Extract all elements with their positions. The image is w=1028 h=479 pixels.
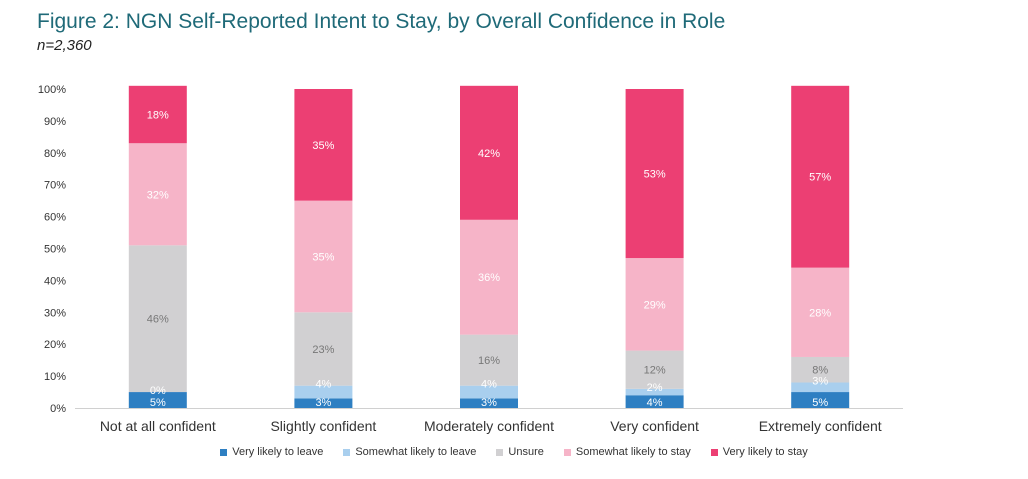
legend-swatch <box>220 448 228 456</box>
bar-segment <box>791 392 850 408</box>
legend-item: Somewhat likely to stay <box>563 446 691 458</box>
data-label: 3% <box>481 397 497 409</box>
legend-label: Somewhat likely to leave <box>355 446 477 458</box>
bar-segment <box>460 219 518 335</box>
bar-segment <box>294 398 353 408</box>
data-label: 35% <box>312 140 334 152</box>
legend-item: Unsure <box>496 446 544 458</box>
bar-segment <box>625 350 684 389</box>
data-label: 46% <box>147 314 169 326</box>
data-label: 12% <box>644 365 666 377</box>
x-tick-label: Extremely confident <box>759 418 882 434</box>
bar-segment <box>294 200 353 313</box>
bar-segment <box>625 258 684 351</box>
chart-title: Figure 2: NGN Self-Reported Intent to St… <box>37 10 726 33</box>
bar-segment <box>791 85 850 268</box>
legend-item: Very likely to stay <box>710 446 808 458</box>
data-label: 0% <box>150 385 166 397</box>
bar-segment <box>625 388 684 396</box>
bar-segment <box>625 89 684 259</box>
y-tick-label: 40% <box>44 275 66 287</box>
legend-item: Very likely to leave <box>220 446 323 458</box>
y-tick-label: 60% <box>44 212 66 224</box>
y-tick-label: 50% <box>44 244 66 256</box>
data-label: 3% <box>812 375 828 387</box>
data-label: 16% <box>478 355 500 367</box>
legend-label: Unsure <box>508 446 544 458</box>
data-label: 18% <box>147 110 169 122</box>
y-tick-label: 80% <box>44 148 66 160</box>
bar-segment <box>128 85 187 144</box>
legend-label: Somewhat likely to stay <box>575 446 691 458</box>
bar-segment <box>460 85 518 220</box>
legend-label: Very likely to leave <box>232 446 324 458</box>
x-tick-label: Not at all confident <box>100 418 216 434</box>
bar-segment <box>460 334 518 386</box>
bar-segment <box>460 398 518 408</box>
bar-segment <box>791 267 850 357</box>
bar-segment <box>791 356 850 383</box>
y-tick-label: 10% <box>44 371 66 383</box>
chart-legend: Very likely to leave Somewhat likely to l… <box>0 446 1028 458</box>
data-label: 4% <box>647 397 663 409</box>
data-label: 23% <box>312 344 334 356</box>
y-tick-label: 30% <box>44 307 66 319</box>
bar-segment <box>791 382 850 393</box>
bar-segment <box>460 385 518 399</box>
data-label: 42% <box>478 148 500 160</box>
legend-swatch <box>563 448 571 456</box>
data-label: 4% <box>481 379 497 391</box>
y-tick-label: 20% <box>44 339 66 351</box>
chart-subtitle: n=2,360 <box>37 37 92 54</box>
data-label: 3% <box>315 397 331 409</box>
data-label: 5% <box>812 397 828 409</box>
legend-swatch <box>496 448 504 456</box>
bar-segment <box>128 392 187 408</box>
data-label: 28% <box>809 307 831 319</box>
data-label: 32% <box>147 189 169 201</box>
x-tick-label: Slightly confident <box>270 418 376 434</box>
y-tick-label: 100% <box>38 84 66 96</box>
bar-segment <box>294 385 353 399</box>
y-tick-label: 70% <box>44 180 66 192</box>
legend-swatch <box>710 448 718 456</box>
x-tick-label: Moderately confident <box>424 418 554 434</box>
y-tick-label: 90% <box>44 116 66 128</box>
bar-segment <box>625 395 684 408</box>
data-label: 5% <box>150 397 166 409</box>
legend-item: Somewhat likely to leave <box>343 446 476 458</box>
legend-swatch <box>343 448 351 456</box>
data-label: 29% <box>644 299 666 311</box>
bar-segment <box>294 89 353 201</box>
x-tick-label: Very confident <box>610 418 699 434</box>
bar-segment <box>128 143 187 246</box>
bar-segment <box>128 245 187 393</box>
data-label: 36% <box>478 272 500 284</box>
data-label: 2% <box>647 382 663 394</box>
bar-segment <box>294 312 353 386</box>
data-label: 53% <box>644 169 666 181</box>
data-label: 35% <box>312 251 334 263</box>
data-label: 8% <box>812 365 828 377</box>
y-tick-label: 0% <box>50 403 66 415</box>
data-label: 4% <box>315 379 331 391</box>
data-label: 57% <box>809 172 831 184</box>
stacked-bar-chart: 0%10%20%30%40%50%60%70%80%90%100%5%0%46%… <box>38 84 903 434</box>
legend-label: Very likely to stay <box>722 446 808 458</box>
